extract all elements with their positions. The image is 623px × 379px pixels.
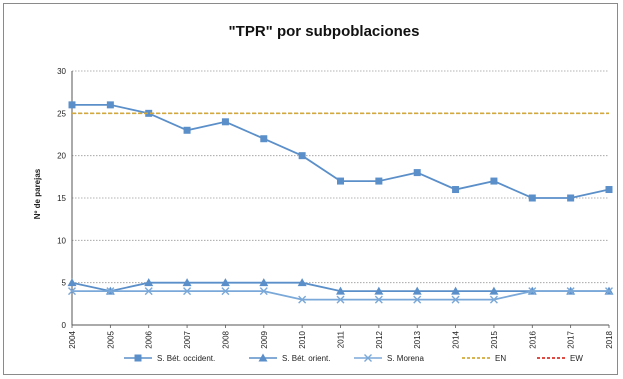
data-point-triangle <box>336 286 345 295</box>
data-point-cross <box>605 287 613 296</box>
x-tick-label: 2015 <box>490 330 499 348</box>
data-point-cross <box>221 287 230 296</box>
x-tick-label: 2018 <box>605 330 614 348</box>
data-point-triangle <box>489 286 499 295</box>
data-point-square <box>567 194 575 202</box>
series-group <box>67 101 614 304</box>
data-point-square <box>106 101 114 109</box>
x-tick-label: 2014 <box>452 330 461 348</box>
data-point-square <box>183 126 191 134</box>
data-point-cross <box>489 295 498 304</box>
data-point-square <box>413 169 421 177</box>
data-point-square <box>605 186 613 194</box>
x-tick-label: 2010 <box>298 330 307 348</box>
data-point-cross <box>144 287 153 296</box>
series-0 <box>68 101 613 202</box>
legend-label: EN <box>495 354 506 363</box>
legend-label: S. Bét. orient. <box>282 354 330 363</box>
data-point-square <box>490 177 498 185</box>
x-tick-label: 2017 <box>567 330 576 348</box>
y-tick-label: 25 <box>57 109 66 118</box>
data-point-square <box>221 118 229 126</box>
legend-label: S. Morena <box>387 354 424 363</box>
data-point-square <box>298 152 306 160</box>
data-point-triangle <box>259 278 269 287</box>
x-tick-label: 2006 <box>145 330 154 348</box>
x-tick-label: 2011 <box>337 330 346 348</box>
data-point-triangle <box>67 278 77 287</box>
data-point-cross <box>451 295 460 304</box>
y-tick-label: 30 <box>57 67 66 76</box>
chart-frame: "TPR" por subpoblaciones Nº de parejas 0… <box>3 3 618 375</box>
data-point-triangle <box>374 286 384 295</box>
data-point-triangle <box>220 278 230 287</box>
legend-label: EW <box>570 354 583 363</box>
data-point-square <box>528 194 536 202</box>
legend: S. Bét. occident. S. Bét. orient. S. Moren… <box>124 353 583 363</box>
data-point-cross <box>68 287 76 296</box>
data-point-square <box>452 186 460 194</box>
legend-item-2: S. Morena <box>354 354 424 363</box>
legend-item-4: EW <box>537 354 583 363</box>
data-point-square <box>134 354 142 362</box>
x-tick-label: 2016 <box>528 330 537 348</box>
data-point-square <box>68 101 76 109</box>
data-point-triangle <box>182 278 192 287</box>
data-point-square <box>375 177 383 185</box>
data-point-cross <box>259 287 268 296</box>
data-point-cross <box>528 287 537 296</box>
data-point-cross <box>566 287 575 296</box>
x-tick-label: 2008 <box>221 330 230 348</box>
x-tick-label: 2004 <box>68 330 77 348</box>
data-point-triangle <box>412 286 422 295</box>
data-point-cross <box>298 295 307 304</box>
data-point-triangle <box>297 278 307 287</box>
axes: 0 5 10 15 20 25 30 2004 2005 2006 2007 2008 2009 2010… <box>57 67 614 349</box>
data-point-triangle <box>258 353 268 362</box>
data-point-cross <box>413 295 422 304</box>
legend-label: S. Bét. occident. <box>157 354 215 363</box>
data-point-cross <box>183 287 192 296</box>
x-tick-label: 2005 <box>106 330 115 348</box>
data-point-square <box>260 135 268 143</box>
legend-item-3: EN <box>462 354 506 363</box>
y-tick-label: 10 <box>57 236 66 245</box>
data-point-square <box>337 177 344 185</box>
y-tick-label: 15 <box>57 194 66 203</box>
legend-item-0: S. Bét. occident. <box>124 354 215 363</box>
data-point-triangle <box>451 286 461 295</box>
y-tick-label: 0 <box>62 321 67 330</box>
data-point-cross <box>374 295 383 304</box>
y-axis-label: Nº de parejas <box>33 168 42 219</box>
x-tick-label: 2013 <box>413 330 422 348</box>
series-2 <box>68 287 613 304</box>
data-point-cross <box>336 295 345 304</box>
line-chart: "TPR" por subpoblaciones Nº de parejas 0… <box>33 23 614 363</box>
grid-lines <box>72 70 609 284</box>
data-point-triangle <box>144 278 154 287</box>
y-tick-label: 20 <box>57 152 66 161</box>
data-point-cross <box>364 354 372 362</box>
legend-item-1: S. Bét. orient. <box>249 353 330 363</box>
data-point-square <box>145 109 153 117</box>
y-tick-label: 5 <box>62 279 67 288</box>
x-tick-label: 2012 <box>375 330 384 348</box>
x-tick-label: 2009 <box>260 330 269 348</box>
data-point-cross <box>106 287 115 296</box>
chart-title: "TPR" por subpoblaciones <box>229 23 420 40</box>
x-tick-label: 2007 <box>183 330 192 348</box>
